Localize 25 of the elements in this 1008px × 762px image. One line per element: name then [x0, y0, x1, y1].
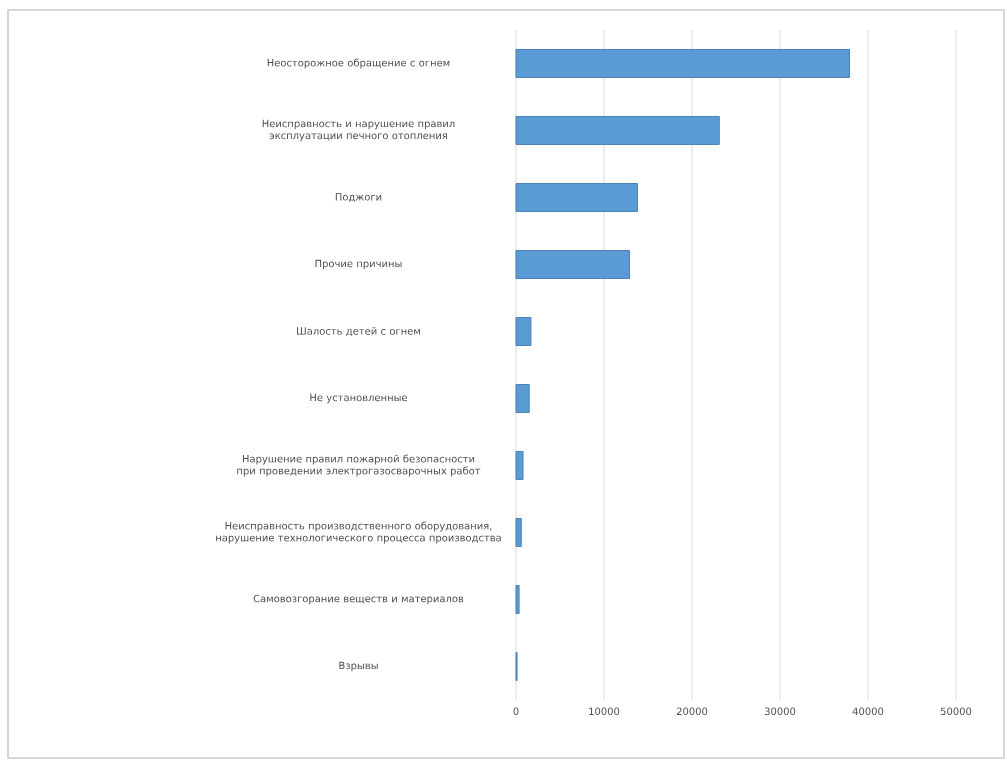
y-tick-label: Не установленные: [310, 393, 408, 404]
y-tick-label: Самовозгорание веществ и материалов: [253, 594, 464, 605]
y-tick-label: Нарушение правил пожарной безопасности при проведении электрогазосварочных работ: [237, 454, 481, 477]
x-tick-label: 0: [513, 707, 519, 716]
bar: [515, 250, 631, 279]
y-tick-label: Шалость детей с огнем: [297, 327, 420, 336]
bar: [515, 183, 638, 212]
bar: [515, 317, 532, 346]
bar: [515, 116, 720, 145]
bar: [515, 451, 524, 480]
y-tick-label: Неисправность и нарушение правил эксплуатации печного отопления: [262, 119, 455, 142]
x-tick-label: 50000: [940, 707, 972, 716]
x-tick-label: 40000: [852, 707, 884, 716]
y-tick-label: Неосторожное обращение с огнем: [267, 58, 450, 69]
bar: [515, 384, 530, 413]
bar: [515, 585, 520, 615]
x-tick-label: 10000: [589, 707, 620, 716]
bar: [515, 49, 851, 78]
y-tick-label: Неисправность производственного оборудования, нарушение технологического процесса производства: [216, 521, 501, 544]
x-tick-label: 20000: [676, 707, 708, 716]
x-tick-label: 30000: [764, 707, 796, 716]
y-tick-label: Поджоги: [335, 193, 382, 202]
y-tick-label: Взрывы: [339, 661, 378, 672]
y-tick-label: Прочие причины: [315, 259, 402, 270]
bar: [515, 518, 522, 547]
